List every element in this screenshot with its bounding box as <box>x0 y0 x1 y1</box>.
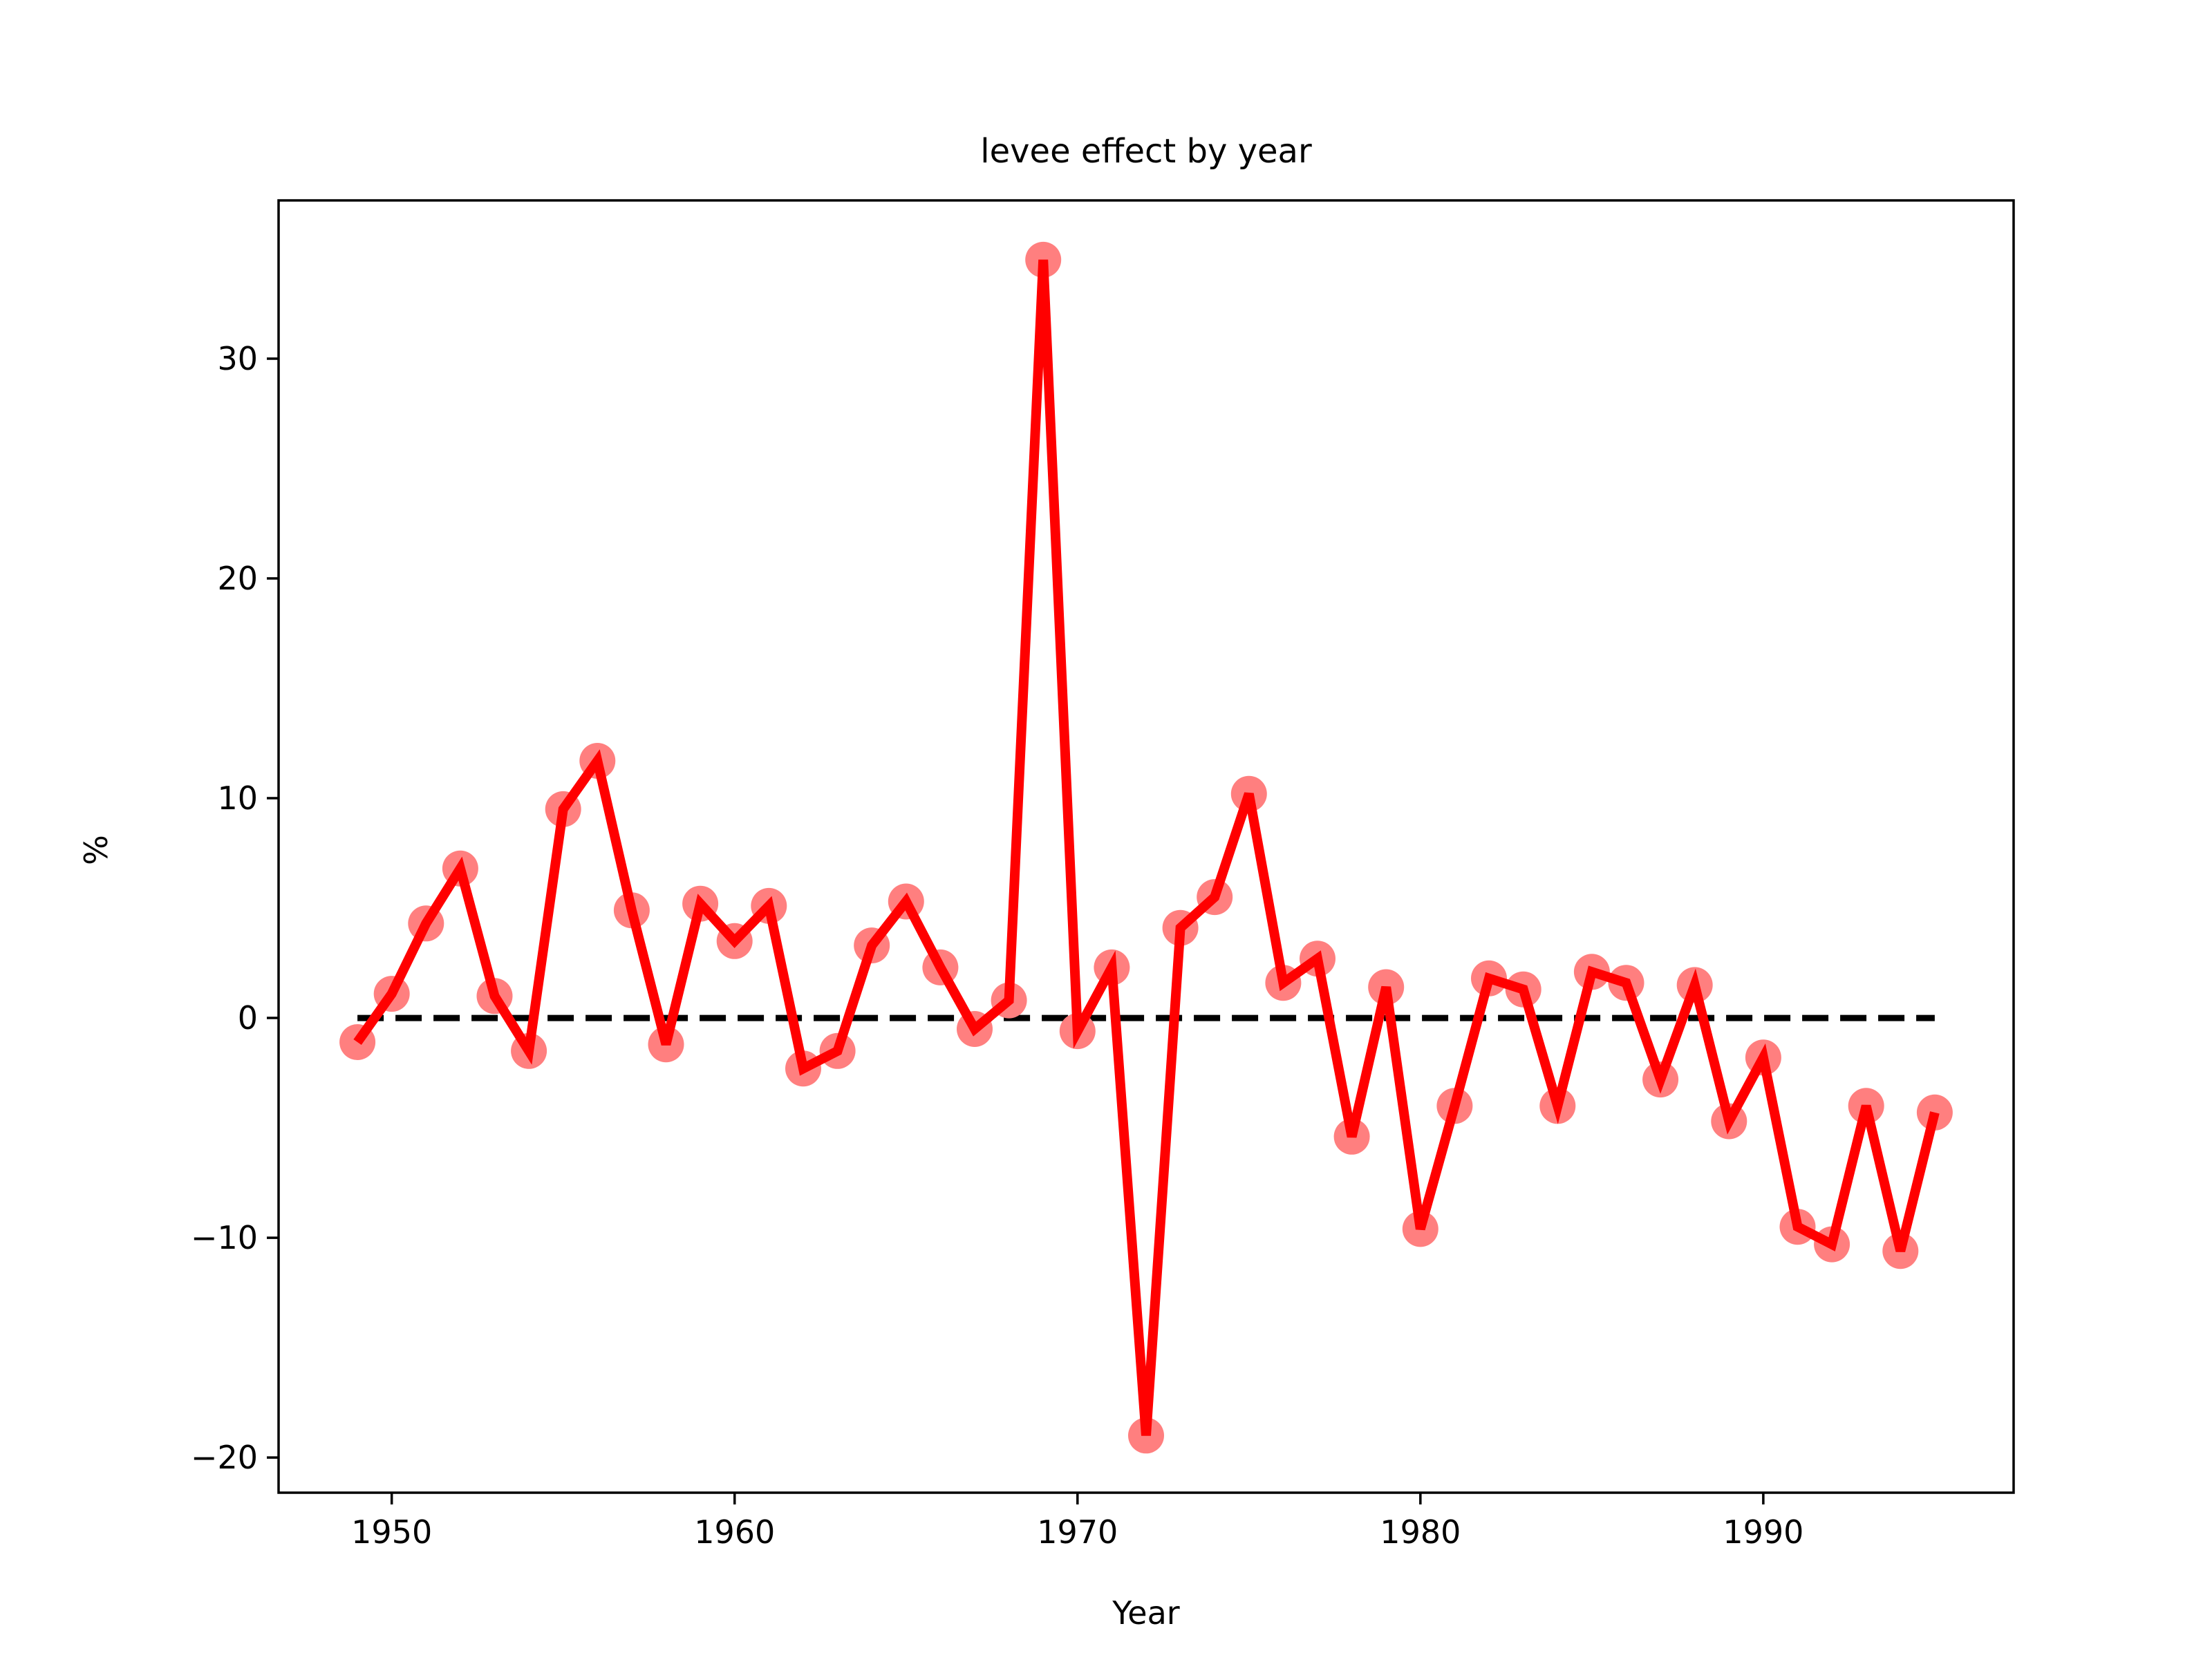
x-axis: 1950 1960 1970 1980 1990 <box>351 1493 1803 1551</box>
y-tick-label: −20 <box>191 1439 258 1476</box>
plot-frame <box>277 199 2015 1494</box>
x-tick-label: 1970 <box>1037 1513 1118 1551</box>
y-axis-label: % <box>77 835 115 865</box>
y-tick-label: −10 <box>191 1219 258 1256</box>
y-tick-label: 0 <box>238 999 258 1037</box>
plot-area <box>339 241 1953 1454</box>
x-tick-label: 1980 <box>1380 1513 1461 1551</box>
y-tick-label: 30 <box>217 340 258 377</box>
y-tick-label: 10 <box>217 780 258 817</box>
x-tick-label: 1990 <box>1723 1513 1803 1551</box>
series-line <box>353 259 1940 1436</box>
chart-title: levee effect by year <box>980 132 1312 171</box>
x-tick-label: 1960 <box>694 1513 775 1551</box>
x-tick-label: 1950 <box>351 1513 432 1551</box>
y-axis: −20 −10 0 10 20 30 <box>191 340 279 1476</box>
y-tick-label: 20 <box>217 560 258 597</box>
x-axis-label: Year <box>1112 1594 1179 1632</box>
